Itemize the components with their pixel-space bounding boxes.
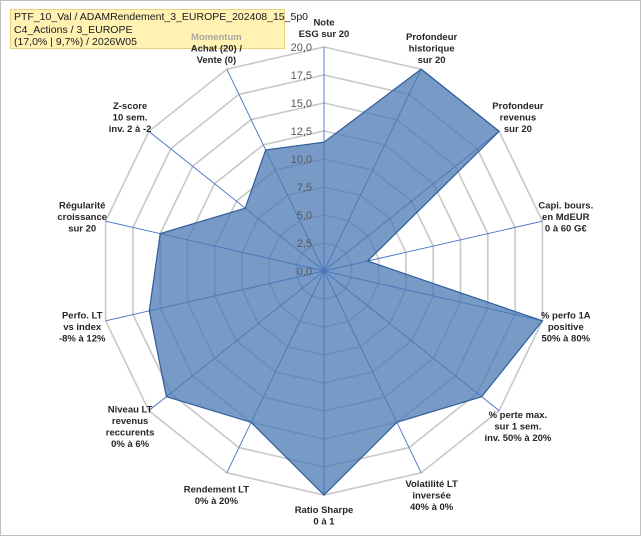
axis-label-4-line-1: positive xyxy=(548,322,584,333)
radar-series xyxy=(148,68,544,496)
axis-label-7: Ratio Sharpe 0 à 1 xyxy=(295,505,354,528)
axis-label-11-line-1: croissance xyxy=(57,212,107,223)
tick-label-7: 17,5 xyxy=(291,70,312,82)
axis-label-6: Volatilité LT inversée 40% à 0% xyxy=(405,479,458,513)
axis-label-5-line-2: inv. 50% à 20% xyxy=(484,433,551,444)
radar-tick-labels: 0,0 2,5 5,0 7,5 10,0 12,5 15,0 17,5 20,0 xyxy=(291,42,312,278)
axis-label-9-line-3: 0% à 6% xyxy=(111,439,150,450)
axis-label-12-line-0: Z-score xyxy=(113,101,147,112)
header-line-2: C4_Actions / 3_EUROPE xyxy=(14,23,133,36)
data-point-4 xyxy=(541,320,543,322)
axis-label-8-line-1: 0% à 20% xyxy=(195,496,239,507)
axis-label-11-line-2: sur 20 xyxy=(68,223,96,234)
axis-label-9: Niveau LT revenus reccurents 0% à 6% xyxy=(106,404,155,450)
data-point-12 xyxy=(244,207,246,209)
tick-label-3: 7,5 xyxy=(297,182,312,194)
axis-label-3: Capi. bours. en MdEUR 0 à 60 G€ xyxy=(538,200,593,234)
data-point-10 xyxy=(148,310,150,312)
axis-label-4: % perfo 1A positive 50% à 80% xyxy=(541,311,591,345)
axis-label-8-line-0: Rendement LT xyxy=(184,485,249,496)
tick-label-0: 0,0 xyxy=(297,266,312,278)
axis-label-5-line-0: % perte max. xyxy=(489,410,548,421)
chart-header: PTF_10_Val / ADAMRendement_3_EUROPE_2024… xyxy=(10,9,308,49)
axis-label-1: Profondeur historique sur 20 xyxy=(406,32,457,66)
header-line-3: (17,0% | 9,7%) / 2026W05 xyxy=(14,36,137,48)
axis-label-1-line-0: Profondeur xyxy=(406,32,457,43)
axis-label-8: Rendement LT 0% à 20% xyxy=(184,485,249,508)
axis-label-2-line-1: revenus xyxy=(500,112,536,123)
data-point-9 xyxy=(165,396,167,398)
tick-label-6: 15,0 xyxy=(291,98,312,110)
tick-label-5: 12,5 xyxy=(291,126,312,138)
radar-axis-labels: Note ESG sur 20 Profondeur historique sur 20… xyxy=(57,18,593,528)
axis-label-2-line-2: sur 20 xyxy=(504,124,532,135)
data-point-11 xyxy=(159,233,161,235)
axis-label-2-line-0: Profondeur xyxy=(492,101,543,112)
axis-label-12-line-1: 10 sem. xyxy=(113,112,148,123)
axis-label-6-line-1: inversée xyxy=(412,490,451,501)
data-point-2 xyxy=(498,130,500,132)
axis-label-0-line-0: Note xyxy=(313,18,334,29)
axis-label-6-line-2: 40% à 0% xyxy=(410,502,454,513)
axis-label-7-line-0: Ratio Sharpe xyxy=(295,505,354,516)
axis-label-13-line-0: Momentum xyxy=(191,32,242,43)
axis-label-10-line-0: Perfo. LT xyxy=(62,311,103,322)
axis-label-1-line-1: historique xyxy=(409,44,455,55)
tick-label-8: 20,0 xyxy=(291,42,312,54)
data-point-5 xyxy=(481,396,483,398)
data-point-3 xyxy=(367,260,369,262)
axis-label-4-line-0: % perfo 1A xyxy=(541,311,591,322)
axis-label-13: Momentum Achat (20) / Vente (0) xyxy=(191,32,243,66)
axis-label-5-line-1: sur 1 sem. xyxy=(494,422,541,433)
axis-label-3-line-2: 0 à 60 G€ xyxy=(545,223,587,234)
tick-label-1: 2,5 xyxy=(297,238,312,250)
axis-label-3-line-1: en MdEUR xyxy=(542,212,590,223)
axis-label-9-line-0: Niveau LT xyxy=(108,404,153,415)
axis-label-10-line-1: vs index xyxy=(63,322,102,333)
axis-label-0: Note ESG sur 20 xyxy=(299,18,350,41)
axis-label-5: % perte max. sur 1 sem. inv. 50% à 20% xyxy=(484,410,551,444)
axis-label-13-line-2: Vente (0) xyxy=(197,55,237,66)
axis-label-6-line-0: Volatilité LT xyxy=(405,479,458,490)
tick-label-4: 10,0 xyxy=(291,154,312,166)
axis-label-12: Z-score 10 sem. inv. 2 à -2 xyxy=(109,101,152,135)
axis-label-3-line-0: Capi. bours. xyxy=(538,200,593,211)
axis-label-10: Perfo. LT vs index -8% à 12% xyxy=(59,311,106,345)
axis-label-7-line-1: 0 à 1 xyxy=(313,517,335,528)
axis-label-9-line-2: reccurents xyxy=(106,427,155,438)
data-point-7 xyxy=(323,494,325,496)
axis-label-11: Régularité croissance sur 20 xyxy=(57,200,107,234)
series-area xyxy=(148,68,544,496)
data-point-0 xyxy=(323,141,325,143)
axis-label-4-line-2: 50% à 80% xyxy=(541,334,590,345)
axis-label-2: Profondeur revenus sur 20 xyxy=(492,101,543,135)
data-point-13 xyxy=(265,149,267,151)
axis-label-10-line-2: -8% à 12% xyxy=(59,334,106,345)
data-point-1 xyxy=(420,68,422,70)
axis-label-1-line-2: sur 20 xyxy=(418,55,446,66)
data-point-6 xyxy=(396,421,398,423)
header-line-1: PTF_10_Val / ADAMRendement_3_EUROPE_2024… xyxy=(14,11,308,23)
tick-label-2: 5,0 xyxy=(297,210,312,222)
axis-label-12-line-2: inv. 2 à -2 xyxy=(109,124,152,135)
axis-label-0-line-1: ESG sur 20 xyxy=(299,29,350,40)
data-point-8 xyxy=(250,421,252,423)
axis-label-11-line-0: Régularité xyxy=(59,200,105,211)
axis-label-13-line-1: Achat (20) / xyxy=(191,44,243,55)
axis-label-9-line-1: revenus xyxy=(112,416,148,427)
